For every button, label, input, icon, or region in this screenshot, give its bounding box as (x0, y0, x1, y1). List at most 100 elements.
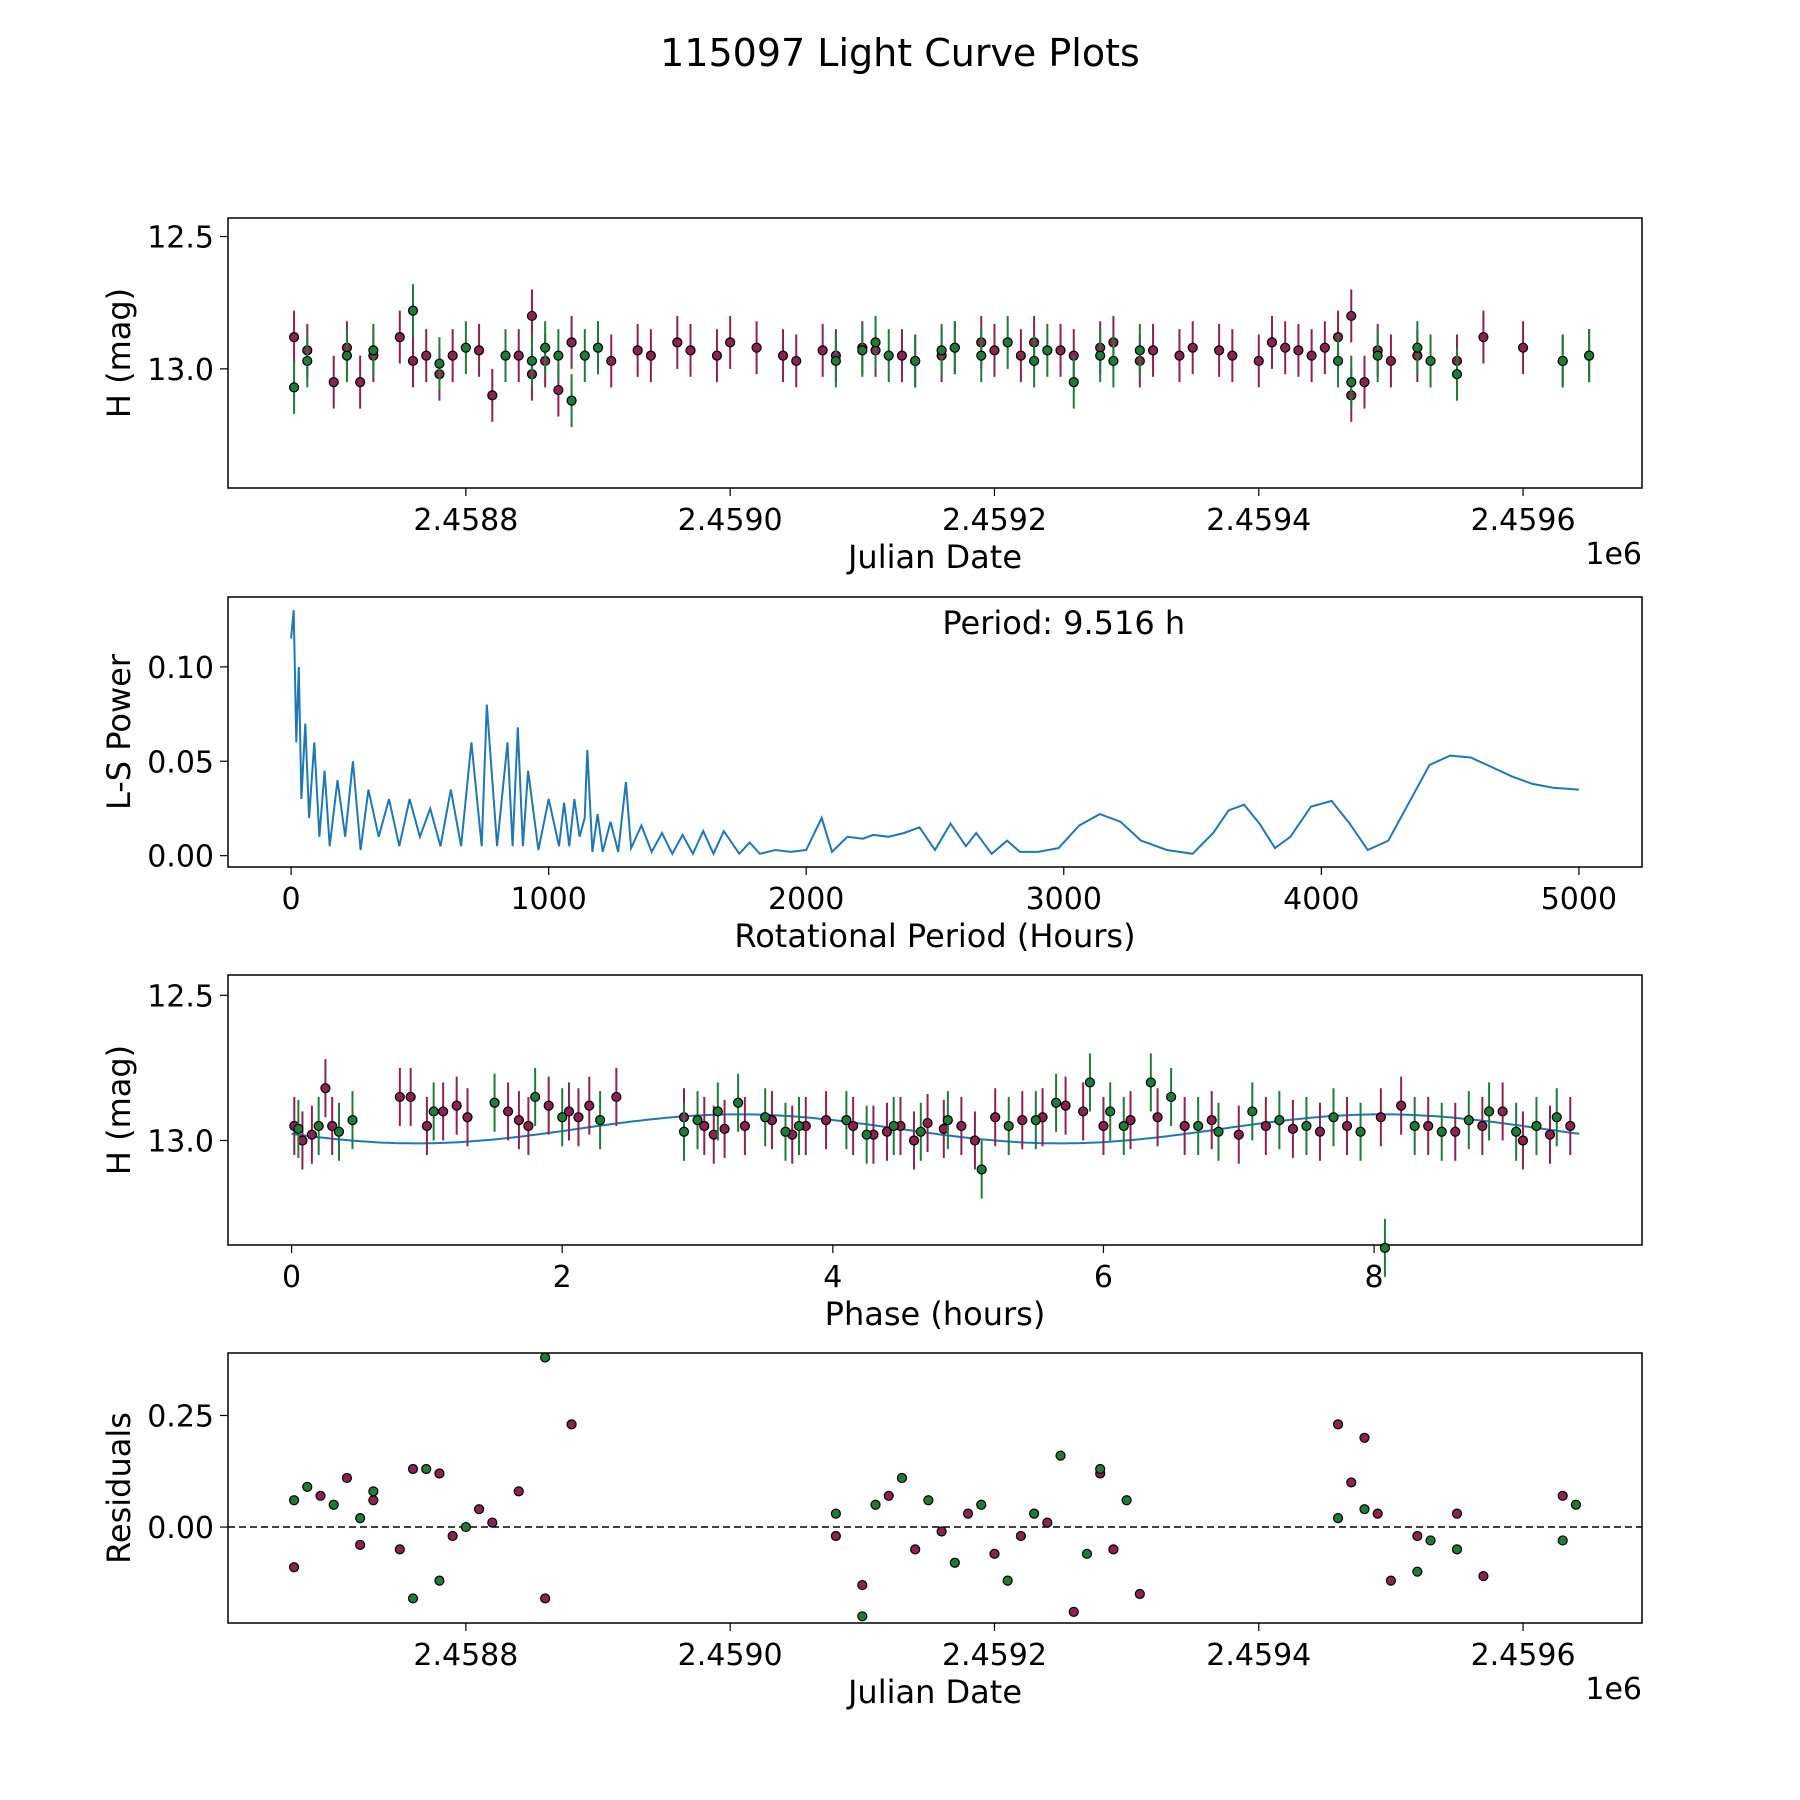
data-point-band-b (1029, 355, 1040, 367)
data-point-band-b (1042, 345, 1053, 356)
data-point-band-a (1423, 1120, 1434, 1132)
data-point-band-a (1147, 345, 1159, 356)
y-tick-label: 0.00 (147, 840, 214, 875)
data-point-band-a (1042, 1517, 1053, 1528)
data-point-band-b (1121, 1495, 1132, 1506)
x-tick-label: 4000 (1283, 882, 1359, 917)
x-tick-label: 6 (1094, 1260, 1113, 1295)
data-point-band-a (1332, 1419, 1344, 1430)
data-point-band-a (1359, 1432, 1370, 1443)
period-annotation: Period: 9.516 h (942, 604, 1185, 642)
data-point-band-b (1425, 1535, 1436, 1546)
data-point-band-a (910, 1544, 921, 1555)
data-point-band-b (678, 1126, 690, 1137)
data-point-band-a (355, 1539, 366, 1551)
panel-phase-fold: 0 2 4 6 8 13.0 12.5 Phase (hours) H (mag) (100, 974, 1643, 1333)
data-point-band-a (1396, 1100, 1407, 1111)
data-point-band-b (712, 1106, 723, 1117)
data-point-band-b (368, 345, 379, 356)
x-tick-label: 2.4588 (413, 503, 518, 538)
data-point-band-b (1372, 350, 1383, 361)
data-point-band-b (1436, 1126, 1447, 1137)
data-point-band-a (817, 345, 828, 356)
data-point-band-b (923, 1495, 934, 1506)
data-point-band-b (1570, 1499, 1582, 1510)
data-point-band-a (989, 1548, 1000, 1559)
data-point-band-b (1557, 355, 1568, 367)
data-point-band-a (896, 350, 908, 361)
data-point-band-a (566, 1419, 577, 1430)
data-point-band-a (962, 1508, 974, 1519)
data-point-band-a (447, 350, 458, 361)
data-point-band-b (302, 355, 313, 367)
data-point-band-b (460, 342, 471, 353)
data-point-band-a (739, 1120, 750, 1132)
x-tick-label: 2.4596 (1471, 503, 1576, 538)
x-tick-label: 2000 (768, 882, 844, 917)
data-point-band-a (1078, 1106, 1089, 1117)
data-point-band-a (407, 355, 419, 367)
data-point-band-a (1015, 350, 1026, 361)
data-point-band-a (1174, 350, 1185, 361)
data-point-band-b (526, 355, 538, 367)
data-point-band-b (1134, 345, 1145, 356)
data-point-band-b (302, 1481, 313, 1492)
x-tick-label: 3000 (1026, 882, 1102, 917)
x-tick-label: 5000 (1541, 882, 1617, 917)
data-point-band-a (451, 1100, 462, 1111)
data-point-band-a (936, 1526, 947, 1537)
data-point-band-a (1134, 1588, 1145, 1600)
data-point-band-a (881, 1126, 893, 1137)
data-point-band-b (857, 345, 868, 356)
data-point-band-a (566, 337, 577, 348)
data-point-band-b (1002, 1575, 1013, 1586)
data-point-band-b (896, 1472, 908, 1484)
data-point-band-a (1187, 342, 1198, 353)
data-point-band-b (355, 1513, 366, 1524)
data-point-band-b (1003, 1120, 1014, 1132)
y-tick-label: 0.25 (147, 1399, 214, 1434)
data-point-band-a (543, 1100, 554, 1111)
panel-periodogram: 0 1000 2000 3000 4000 5000 0.00 0.05 0.10 Rotatio… (100, 596, 1643, 955)
data-point-band-b (1095, 350, 1106, 361)
data-point-band-b (428, 1106, 439, 1117)
data-point-band-b (553, 350, 564, 361)
data-point-band-a (830, 1530, 841, 1542)
data-point-band-a (1266, 337, 1278, 348)
data-point-band-a (1557, 1490, 1568, 1501)
x-tick-label: 2.4596 (1471, 1638, 1576, 1673)
panel-residuals: 2.4588 2.4590 2.4592 2.4594 2.4596 0.00 0.25 Ju… (100, 1352, 1643, 1711)
data-point-band-a (1477, 1120, 1488, 1132)
data-point-band-b (1108, 355, 1119, 367)
data-point-band-b (910, 355, 921, 367)
data-point-band-a (438, 1106, 449, 1117)
data-point-band-b (1051, 1097, 1062, 1108)
x-axis-label: Phase (hours) (825, 1295, 1046, 1333)
data-point-band-b (942, 1115, 953, 1126)
data-point-band-a (394, 332, 405, 343)
data-point-band-a (315, 1490, 326, 1501)
y-tick-label: 0.10 (147, 651, 214, 686)
data-point-band-b (870, 1499, 881, 1510)
x-tick-label: 2.4594 (1206, 1638, 1311, 1673)
data-point-band-a (1412, 1530, 1423, 1542)
data-point-band-b (861, 1129, 872, 1140)
x-tick-label: 8 (1365, 1260, 1384, 1295)
data-point-band-a (1068, 1606, 1079, 1617)
data-point-band-b (888, 1120, 899, 1132)
data-point-band-a (1544, 1129, 1556, 1140)
data-point-band-b (1166, 1091, 1177, 1103)
data-point-band-b (1412, 1566, 1423, 1577)
data-point-band-b (333, 1126, 345, 1137)
data-point-band-b (313, 1120, 324, 1132)
data-point-band-b (1301, 1120, 1312, 1132)
data-point-band-b (1193, 1120, 1204, 1132)
data-point-band-a (584, 1100, 595, 1111)
data-point-band-a (922, 1117, 933, 1129)
data-point-band-b (1055, 1450, 1066, 1461)
data-point-band-b (368, 1486, 379, 1497)
data-point-band-b (1118, 1120, 1129, 1132)
data-point-band-b (1346, 377, 1357, 388)
data-point-band-b (1247, 1106, 1258, 1117)
data-point-band-b (341, 350, 353, 361)
